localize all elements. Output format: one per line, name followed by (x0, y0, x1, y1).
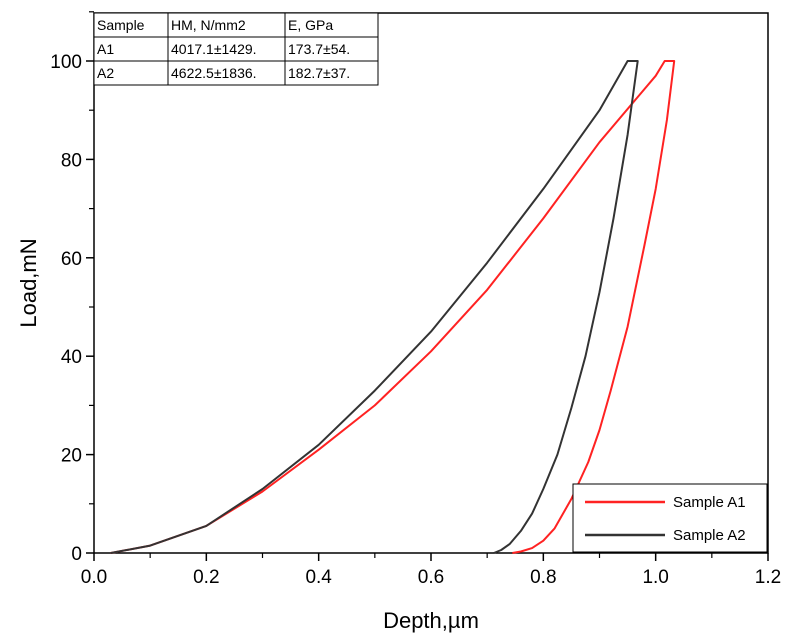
series-line-sample-a1 (110, 60, 676, 554)
x-tick-label: 1.2 (755, 567, 781, 588)
table-cell: 173.7±54. (288, 41, 350, 57)
x-tick-label: 0.2 (193, 567, 219, 588)
table-header-cell: HM, N/mm2 (171, 17, 246, 33)
legend-label: Sample A1 (673, 494, 746, 511)
table-cell: 4622.5±1836. (171, 65, 257, 81)
y-axis-title: Load,mN (16, 238, 41, 327)
table-cell: A2 (97, 65, 114, 81)
y-tick-label: 40 (61, 347, 82, 368)
x-axis-title: Depth,µm (383, 608, 479, 633)
table-cell: A1 (97, 41, 114, 57)
y-tick-label: 100 (50, 52, 82, 73)
x-tick-label: 1.0 (642, 567, 668, 588)
y-tick-label: 60 (61, 249, 82, 270)
plot-frame (93, 12, 769, 554)
y-tick-label: 80 (61, 150, 82, 171)
x-tick-label: 0.8 (530, 567, 556, 588)
plot-series (110, 60, 676, 554)
table-cell: 182.7±37. (288, 65, 350, 81)
legend-label: Sample A2 (673, 527, 746, 544)
legend-box (572, 483, 768, 553)
table-cell: 4017.1±1429. (171, 41, 257, 57)
axes: 0.0 0.2 0.4 0.6 0.8 1.0 1.2 0 20 40 60 80 100 Depth,µ… (16, 11, 781, 633)
table-header-cell: E, GPa (288, 17, 333, 33)
series-line-sample-a2 (110, 60, 639, 554)
x-tick-label: 0.4 (305, 567, 332, 588)
table-header-cell: Sample (97, 17, 145, 33)
results-table: Sample HM, N/mm2 E, GPa A1 4017.1±1429. 173.7… (93, 12, 379, 86)
x-tick-label: 0.0 (81, 567, 107, 588)
legend: Sample A1 Sample A2 (572, 483, 768, 553)
x-tick-label: 0.6 (418, 567, 444, 588)
table-frame (93, 12, 379, 86)
y-tick-label: 20 (61, 446, 82, 467)
y-tick-label: 0 (71, 544, 82, 565)
